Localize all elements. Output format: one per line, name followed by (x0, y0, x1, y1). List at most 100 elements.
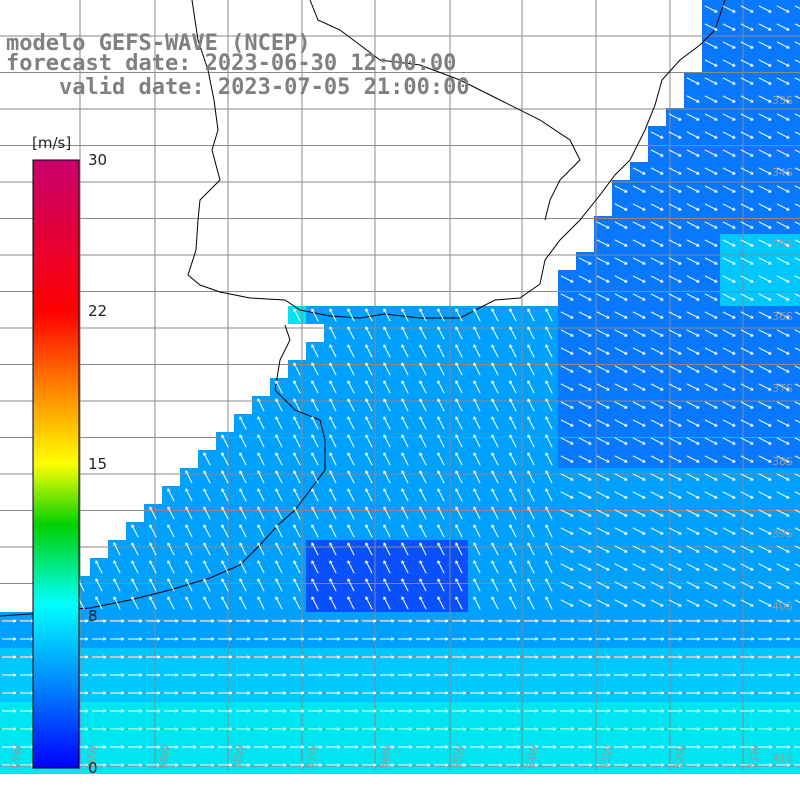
wind-arrow (560, 455, 574, 463)
wind-arrow (452, 691, 467, 695)
wind-arrow (527, 380, 535, 394)
ocean-cell (792, 108, 800, 126)
wind-arrow (254, 691, 269, 695)
wind-arrow (614, 727, 629, 731)
wind-arrow (614, 239, 628, 247)
wind-arrow (524, 727, 539, 731)
wind-arrow (416, 673, 431, 677)
latitude-label: 37S (772, 382, 793, 395)
wind-arrow (560, 745, 575, 749)
wind-arrow (614, 383, 628, 391)
wind-arrow (704, 131, 718, 139)
wind-arrow (596, 473, 610, 481)
wind-arrow (776, 455, 790, 463)
wind-arrow (578, 745, 593, 749)
wind-arrow (722, 59, 736, 67)
wind-arrow (308, 709, 323, 713)
wind-arrow (560, 401, 574, 409)
wind-arrow (545, 560, 553, 574)
latitude-label: 40S (772, 600, 793, 613)
wind-arrow (131, 542, 139, 556)
wind-arrow (650, 383, 664, 391)
wind-arrow (650, 185, 664, 193)
wind-arrow (758, 41, 772, 49)
wind-arrow (236, 745, 251, 749)
wind-arrow (578, 257, 592, 265)
wind-arrow (452, 763, 467, 767)
wind-arrow (527, 416, 535, 430)
wind-arrow (776, 59, 790, 67)
wind-arrow (2, 673, 17, 677)
wind-arrow (347, 506, 355, 520)
wind-arrow (686, 383, 700, 391)
wind-arrow (272, 763, 287, 767)
wind-arrow (146, 709, 161, 713)
wind-arrow (560, 311, 574, 319)
wind-arrow (131, 596, 139, 610)
wind-arrow (239, 434, 247, 448)
wind-arrow (704, 473, 718, 481)
wind-arrow (398, 619, 413, 623)
wind-arrow (704, 599, 718, 607)
wind-arrow (329, 308, 337, 322)
wind-arrow (113, 560, 121, 574)
wind-arrow (347, 362, 355, 376)
wind-arrow (473, 398, 481, 412)
wind-arrow (509, 452, 517, 466)
ocean-cell (792, 72, 800, 90)
wind-arrow (614, 709, 629, 713)
wind-arrow (578, 383, 592, 391)
wind-arrow (686, 527, 700, 535)
wind-arrow (218, 673, 233, 677)
wind-arrow (632, 257, 646, 265)
wind-arrow (311, 434, 319, 448)
wind-arrow (419, 524, 427, 538)
wind-arrow (704, 581, 718, 589)
wind-arrow (704, 763, 719, 767)
wind-arrow (110, 673, 125, 677)
wind-arrow (236, 691, 251, 695)
wind-arrow (473, 488, 481, 502)
wind-arrow (686, 491, 700, 499)
wind-arrow (578, 491, 592, 499)
wind-arrow (524, 745, 539, 749)
wind-arrow (491, 524, 499, 538)
wind-arrow (740, 275, 754, 283)
longitude-label: 52W (671, 744, 688, 771)
wind-arrow (668, 727, 683, 731)
wind-arrow (344, 727, 359, 731)
wind-arrow (131, 524, 139, 538)
wind-arrow (239, 524, 247, 538)
wind-arrow (758, 709, 773, 713)
wind-arrow (437, 596, 445, 610)
wind-arrow (146, 763, 161, 767)
wind-arrow (794, 239, 800, 244)
ocean-cell (792, 522, 800, 540)
wind-arrow (722, 293, 736, 301)
wind-arrow (221, 452, 229, 466)
wind-arrow (722, 347, 736, 355)
wind-arrow (362, 745, 377, 749)
wind-arrow (272, 709, 287, 713)
longitude-label: 55W (450, 744, 467, 771)
wind-arrow (470, 727, 485, 731)
wind-arrow (560, 293, 574, 301)
wind-arrow (668, 527, 682, 535)
wind-arrow (722, 691, 737, 695)
wind-arrow (578, 655, 593, 659)
wind-arrow (722, 5, 736, 13)
wind-arrow (776, 383, 790, 391)
wind-arrow (437, 452, 445, 466)
wind-arrow (437, 578, 445, 592)
wind-arrow (632, 473, 646, 481)
wind-arrow (668, 275, 682, 283)
wind-arrow (704, 655, 719, 659)
wind-arrow (419, 470, 427, 484)
wind-arrow (221, 524, 229, 538)
wind-arrow (434, 619, 449, 623)
wind-arrow (164, 709, 179, 713)
wind-arrow (164, 637, 179, 641)
wind-arrow (668, 239, 682, 247)
wind-arrow (128, 709, 143, 713)
wind-arrow (146, 727, 161, 731)
